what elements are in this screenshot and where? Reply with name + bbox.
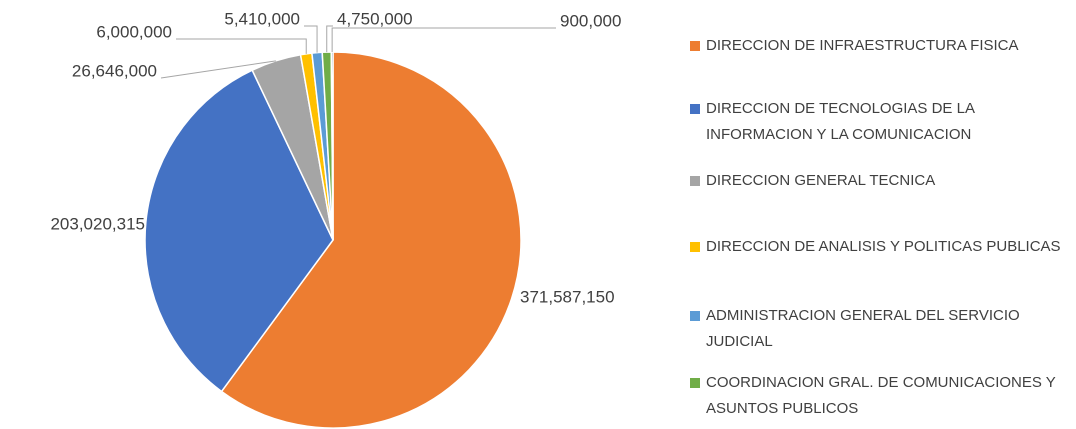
legend-item: DIRECCION GENERAL TECNICA xyxy=(690,168,1070,194)
legend-swatch xyxy=(690,41,700,51)
data-label: 26,646,000 xyxy=(72,61,157,80)
legend-label: DIRECCION DE TECNOLOGIAS DE LA INFORMACI… xyxy=(706,100,975,143)
legend-swatch xyxy=(690,242,700,252)
legend-label: COORDINACION GRAL. DE COMUNICACIONES Y A… xyxy=(706,374,1056,417)
leader-line xyxy=(176,38,307,54)
leader-line xyxy=(326,25,333,53)
pie-slice xyxy=(144,69,334,393)
legend-swatch xyxy=(690,104,700,114)
legend-item: ADMINISTRACION GENERAL DEL SERVICIO JUDI… xyxy=(690,303,1070,355)
legend-swatch xyxy=(690,378,700,388)
leader-line xyxy=(160,60,276,79)
data-label: 203,020,315 xyxy=(50,214,145,233)
data-label: 6,000,000 xyxy=(96,22,172,41)
data-label: 5,410,000 xyxy=(224,9,300,28)
legend-item: DIRECCION DE INFRAESTRUCTURA FISICA xyxy=(690,33,1070,59)
pie-slice xyxy=(220,51,522,429)
data-label: 4,750,000 xyxy=(337,9,413,28)
legend-item: DIRECCION DE TECNOLOGIAS DE LA INFORMACI… xyxy=(690,96,1070,148)
legend-swatch xyxy=(690,176,700,186)
pie-slice xyxy=(330,51,334,241)
legend-label: DIRECCION DE ANALISIS Y POLITICAS PUBLIC… xyxy=(706,238,1061,255)
legend-label: DIRECCION GENERAL TECNICA xyxy=(706,172,936,189)
data-label: 371,587,150 xyxy=(520,287,615,306)
leader-line xyxy=(331,27,556,53)
legend-swatch xyxy=(690,311,700,321)
legend-item: DIRECCION DE ANALISIS Y POLITICAS PUBLIC… xyxy=(690,234,1070,260)
legend-label: ADMINISTRACION GENERAL DEL SERVICIO JUDI… xyxy=(706,307,1020,350)
leader-line xyxy=(304,25,318,53)
legend-item: COORDINACION GRAL. DE COMUNICACIONES Y A… xyxy=(690,370,1070,422)
data-label: 900,000 xyxy=(560,11,621,30)
legend-label: DIRECCION DE INFRAESTRUCTURA FISICA xyxy=(706,37,1019,54)
